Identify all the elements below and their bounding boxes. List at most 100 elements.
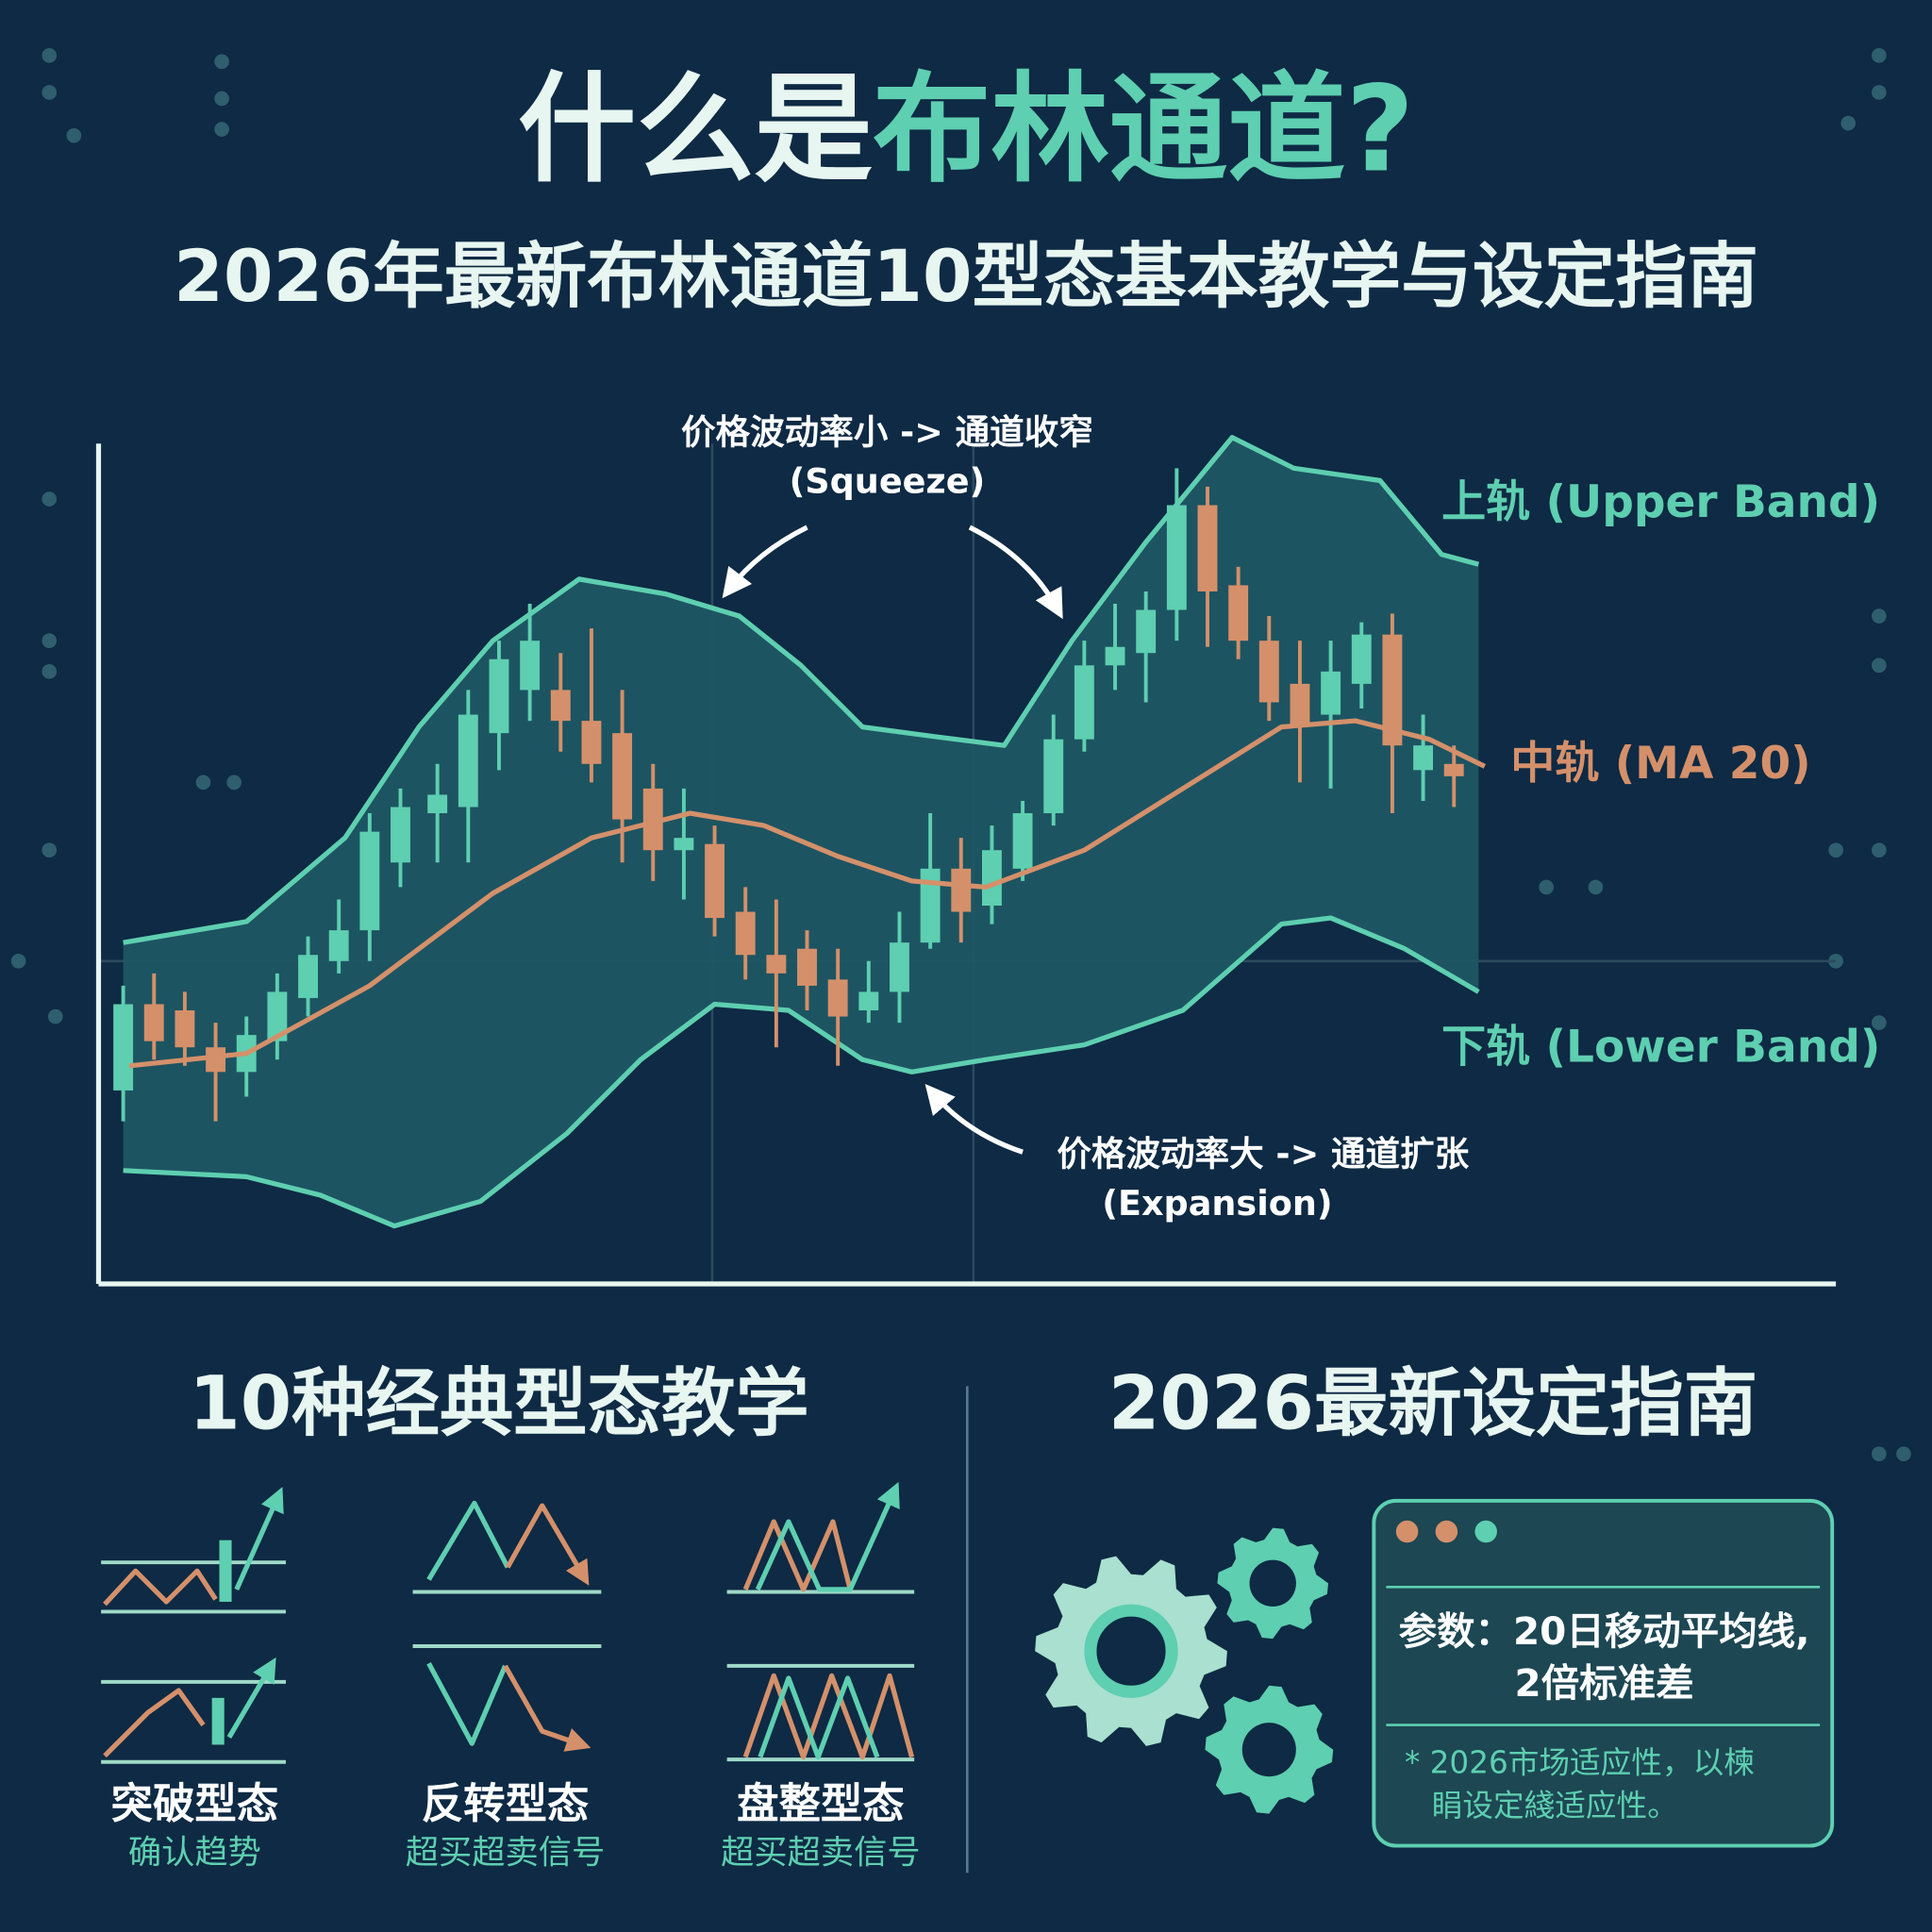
candle-body bbox=[674, 838, 694, 851]
gear-ring bbox=[1084, 1604, 1178, 1698]
icon-path bbox=[742, 1673, 915, 1760]
candle-body bbox=[113, 1004, 134, 1091]
decor-dot bbox=[1872, 85, 1887, 100]
candle-body bbox=[858, 991, 879, 1011]
decor-dot bbox=[1840, 115, 1857, 131]
candle-body bbox=[642, 788, 663, 851]
candle-body bbox=[427, 794, 448, 814]
candle-body bbox=[890, 942, 909, 992]
candle-body bbox=[797, 948, 817, 986]
annotation: 价格波动率小 -> 通道收窄 bbox=[681, 411, 1093, 452]
decor-dot bbox=[214, 91, 229, 107]
candle-body bbox=[612, 733, 633, 820]
candle-body bbox=[1443, 763, 1464, 776]
arrow bbox=[924, 1083, 1024, 1155]
decor-dot bbox=[1828, 842, 1843, 858]
title: 什么是布林通道? bbox=[518, 60, 1414, 198]
candle-body bbox=[206, 1047, 226, 1073]
note-text: 睊设定綫适应性。 bbox=[1432, 1788, 1678, 1824]
candle-body bbox=[581, 721, 602, 764]
decor-dot bbox=[42, 85, 58, 100]
decor-dot bbox=[42, 633, 58, 649]
decor-dot bbox=[1872, 608, 1887, 624]
decor-dot bbox=[214, 54, 229, 70]
candle-body bbox=[1197, 505, 1218, 591]
lower-band bbox=[123, 915, 1480, 1229]
section-title: 10种经典型态教学 bbox=[189, 1360, 809, 1446]
decor-dot bbox=[1872, 1015, 1887, 1030]
decor-dot bbox=[1896, 1446, 1911, 1462]
decor-dot bbox=[214, 122, 229, 137]
annotation-sub: (Squeeze) bbox=[790, 461, 986, 502]
upper-band bbox=[123, 435, 1480, 945]
pattern-name: 盘整型态 bbox=[737, 1780, 905, 1828]
param-text: 2倍标准差 bbox=[1515, 1660, 1694, 1706]
gears bbox=[1035, 1527, 1334, 1814]
candle-body bbox=[1258, 641, 1279, 703]
subtitle: 2026年最新布林通道10型态基本教学与设定指南 bbox=[174, 235, 1758, 318]
decor-dot bbox=[195, 774, 211, 791]
candle-body bbox=[705, 843, 724, 919]
icon-path bbox=[234, 1487, 284, 1591]
window-dot bbox=[1435, 1520, 1458, 1543]
candle-body bbox=[1166, 505, 1187, 610]
decor-dot bbox=[47, 1008, 63, 1024]
candle-body bbox=[328, 930, 349, 961]
chart-illustration bbox=[98, 435, 1837, 1282]
icon-path bbox=[426, 1662, 508, 1746]
window-dot bbox=[1474, 1520, 1497, 1543]
candle-body bbox=[1012, 813, 1033, 869]
annotation: 价格波动率大 -> 通道扩张 bbox=[1057, 1134, 1469, 1174]
decor-dot bbox=[66, 127, 82, 143]
candle-body bbox=[920, 868, 941, 943]
candle-body bbox=[981, 850, 1002, 906]
candle-body bbox=[735, 911, 756, 956]
decor-dot bbox=[42, 47, 58, 63]
icon-path bbox=[103, 1568, 218, 1607]
pattern-icons bbox=[101, 1481, 915, 1764]
icon-candle bbox=[219, 1540, 232, 1602]
title-highlight: 布林通道? bbox=[873, 60, 1414, 198]
param-text: 参数：20日移动平均线, bbox=[1399, 1608, 1810, 1654]
candle-body bbox=[1382, 634, 1403, 746]
candle-body bbox=[766, 955, 787, 974]
note-text: * 2026市场适应性，以楝 bbox=[1405, 1744, 1755, 1780]
candle-body bbox=[143, 1004, 164, 1041]
candle-body bbox=[489, 658, 509, 734]
band-label: 下轨 (Lower Band) bbox=[1441, 1021, 1880, 1073]
candle-body bbox=[267, 991, 288, 1041]
window-dot bbox=[1395, 1520, 1419, 1543]
icon-path bbox=[503, 1664, 591, 1752]
gear-hole bbox=[1249, 1559, 1296, 1607]
annotation-sub: (Expansion) bbox=[1102, 1183, 1332, 1224]
icon-path bbox=[426, 1500, 510, 1581]
candle-body bbox=[458, 714, 478, 808]
decor-dot bbox=[1872, 1446, 1887, 1462]
title-part: 什么是 bbox=[518, 60, 873, 198]
icon-path bbox=[103, 1688, 206, 1758]
candle-body bbox=[1290, 683, 1310, 727]
gear-hole bbox=[1091, 1610, 1172, 1691]
candle-body bbox=[550, 690, 571, 722]
icon-path bbox=[742, 1519, 853, 1592]
decor-dot bbox=[42, 491, 58, 507]
band-label: 中轨 (MA 20) bbox=[1510, 738, 1810, 790]
candle-body bbox=[391, 807, 410, 863]
pattern-desc: 确认趋势 bbox=[128, 1834, 261, 1873]
icon-path bbox=[755, 1481, 900, 1592]
candle-body bbox=[520, 641, 541, 691]
decor-dot bbox=[42, 664, 58, 679]
candle-body bbox=[298, 955, 318, 998]
arrow bbox=[968, 525, 1063, 620]
decor-dot bbox=[1872, 47, 1887, 63]
decor-dot bbox=[226, 774, 242, 791]
candle-body bbox=[1321, 671, 1341, 715]
candle-body bbox=[1074, 665, 1094, 740]
band-label: 上轨 (Upper Band) bbox=[1441, 476, 1880, 528]
decor-dot bbox=[1539, 879, 1555, 895]
decor-dot bbox=[10, 953, 26, 969]
gear-hole bbox=[1241, 1723, 1296, 1777]
pattern-name: 反转型态 bbox=[422, 1780, 590, 1828]
decor-dot bbox=[1872, 842, 1887, 858]
decor-dots bbox=[10, 47, 1911, 1462]
